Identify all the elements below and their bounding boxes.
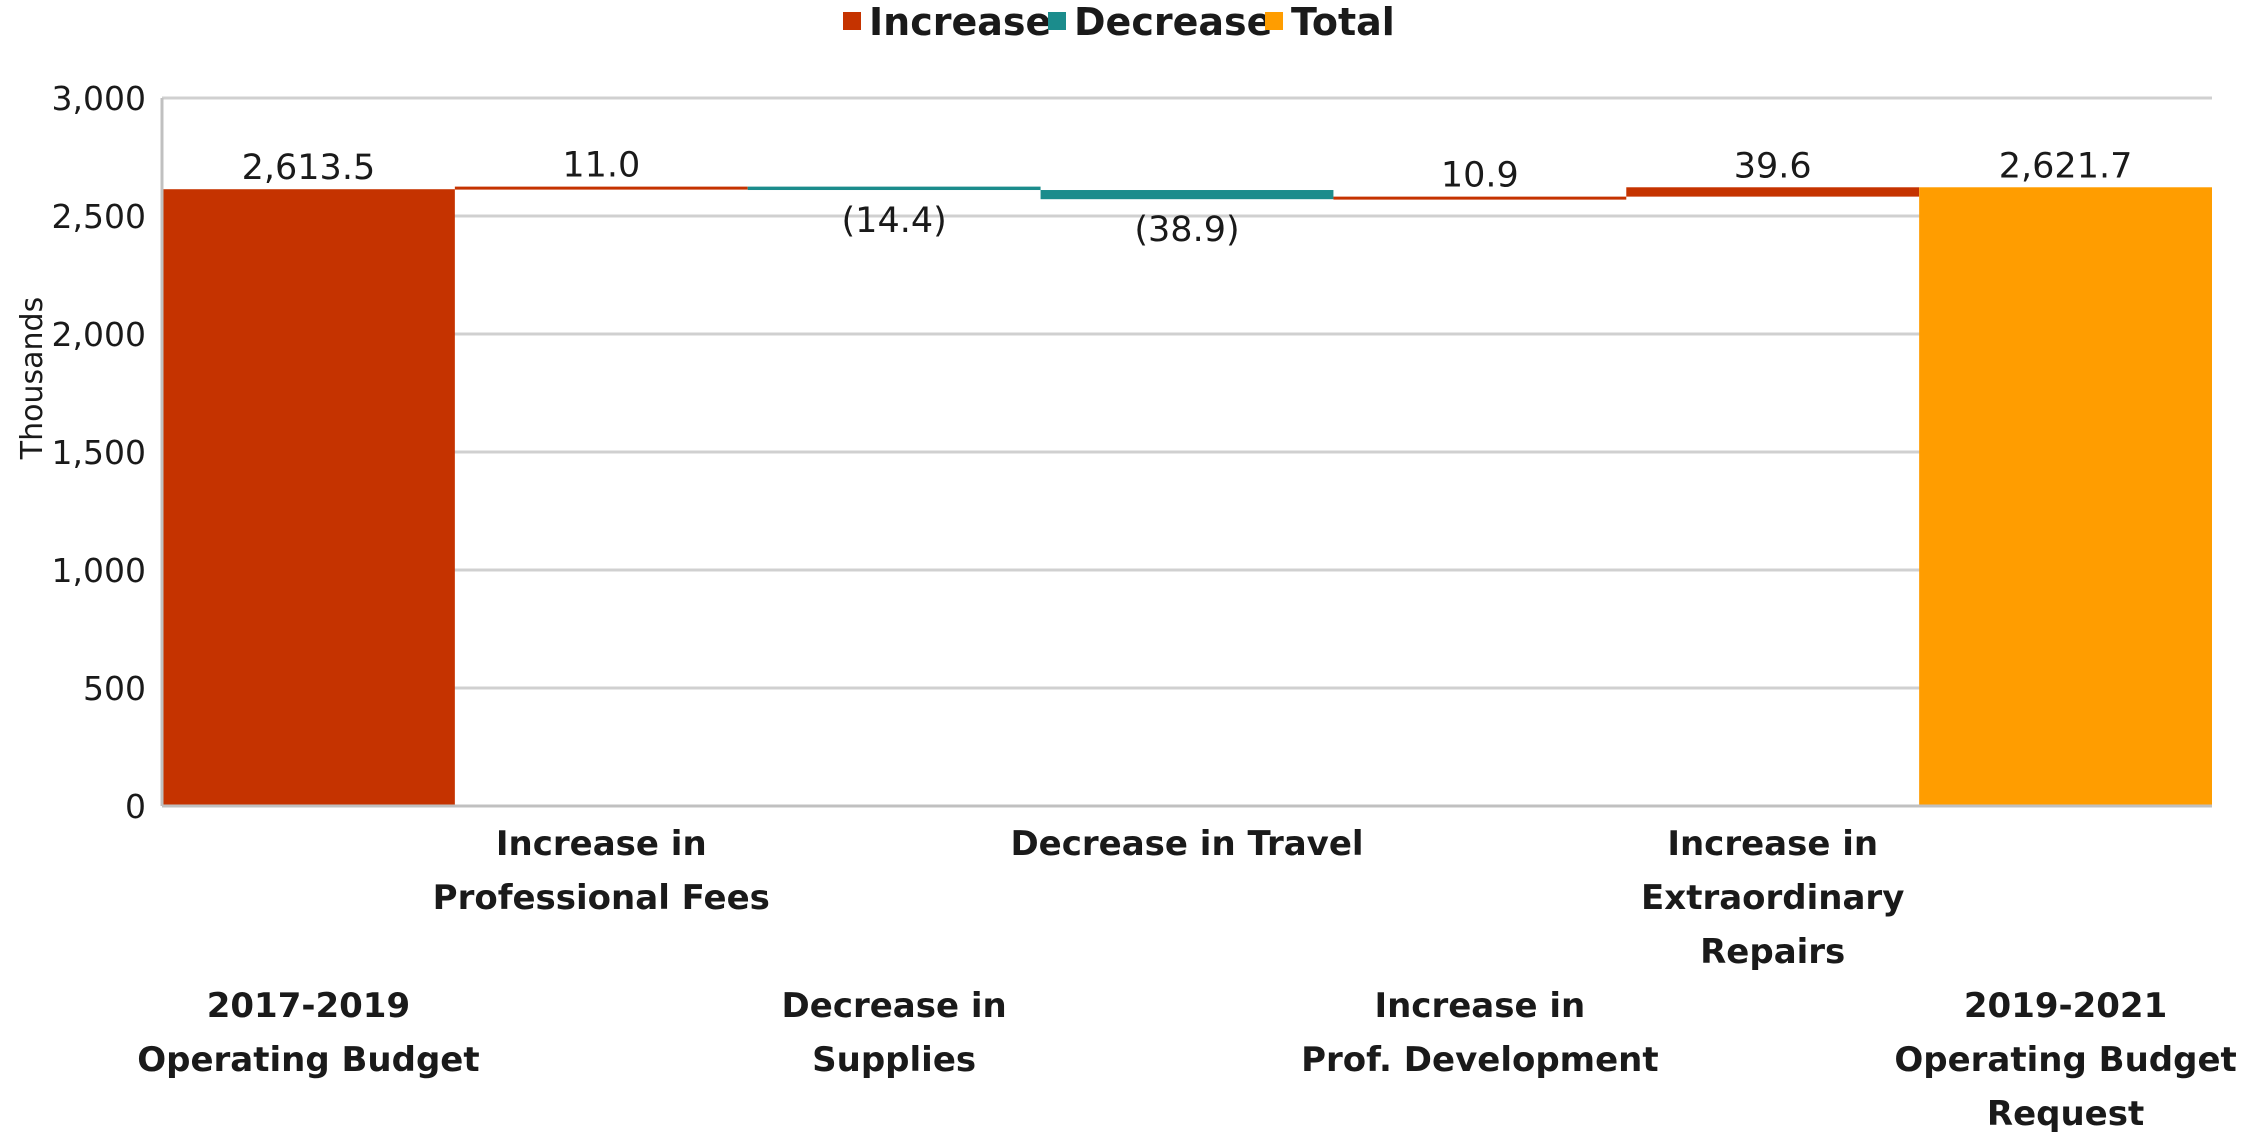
category-label-line: Extraordinary: [1641, 878, 1904, 918]
category-label-line: 2019-2021: [1964, 986, 2167, 1026]
category-label: 2019-2021 Operating Budget Request: [1894, 986, 2236, 1134]
y-tick-label: 1,000: [52, 551, 146, 590]
category-labels: 2017-2019 Operating Budget Increase in Prof…: [137, 824, 2237, 1134]
category-label-line: Operating Budget: [137, 1040, 479, 1080]
legend-swatch-decrease: [1048, 12, 1066, 30]
category-label-line: Request: [1987, 1094, 2144, 1134]
gridlines: [162, 96, 2212, 808]
legend-swatch-total: [1265, 12, 1283, 30]
legend-label-increase: Increase: [869, 0, 1051, 44]
category-label-line: Increase in: [1667, 824, 1878, 864]
category-label-line: Prof. Development: [1301, 1040, 1659, 1080]
bar-increase: [454, 186, 748, 190]
data-label: 2,621.7: [1999, 146, 2133, 186]
bar-decrease: [747, 186, 1041, 191]
category-label-line: Decrease in Travel: [1010, 824, 1363, 864]
category-label-line: Operating Budget: [1894, 1040, 2236, 1080]
category-label: Decrease in Travel: [1010, 824, 1363, 864]
bar-decrease: [1040, 190, 1334, 200]
y-tick-label: 3,000: [52, 79, 146, 118]
y-axis-title: Thousands: [15, 297, 50, 460]
bar-increase: [162, 189, 455, 807]
legend-label-decrease: Decrease: [1074, 0, 1272, 44]
y-tick-label: 2,500: [52, 197, 146, 236]
y-axis: 0 500 1,000 1,500 2,000 2,500 3,000 Thousands: [15, 79, 2212, 826]
bar-increase: [1626, 187, 1920, 197]
bar-total: [1919, 187, 2212, 806]
legend-swatch-increase: [843, 12, 861, 30]
category-label-line: Professional Fees: [433, 878, 770, 918]
category-label-line: 2017-2019: [207, 986, 410, 1026]
data-label: 2,613.5: [242, 148, 376, 188]
data-label: 39.6: [1734, 146, 1812, 186]
data-label: 11.0: [562, 146, 640, 186]
data-label: (14.4): [842, 201, 947, 241]
category-label-line: Increase in: [1374, 986, 1585, 1026]
category-label: Increase in Prof. Development: [1301, 986, 1659, 1080]
y-tick-label: 500: [83, 669, 146, 708]
legend-label-total: Total: [1291, 0, 1395, 44]
category-label-line: Decrease in: [782, 986, 1007, 1026]
category-label-line: Repairs: [1700, 932, 1845, 972]
data-label: (38.9): [1134, 210, 1239, 250]
bars: [162, 186, 2212, 807]
category-label-line: Supplies: [812, 1040, 976, 1080]
y-tick-label: 0: [125, 787, 146, 826]
category-label: Decrease in Supplies: [782, 986, 1007, 1080]
y-tick-label: 1,500: [52, 433, 146, 472]
y-tick-label: 2,000: [52, 315, 146, 354]
bar-increase: [1333, 196, 1627, 200]
category-label: Increase in Extraordinary Repairs: [1641, 824, 1904, 972]
data-labels: 2,613.5 11.0 (14.4) (38.9) 10.9 39.6 2,621.7: [242, 146, 2133, 251]
category-label-line: Increase in: [496, 824, 707, 864]
legend: Increase Decrease Total: [843, 0, 1395, 44]
category-label: 2017-2019 Operating Budget: [137, 986, 479, 1080]
category-label: Increase in Professional Fees: [433, 824, 770, 918]
data-label: 10.9: [1441, 156, 1519, 196]
